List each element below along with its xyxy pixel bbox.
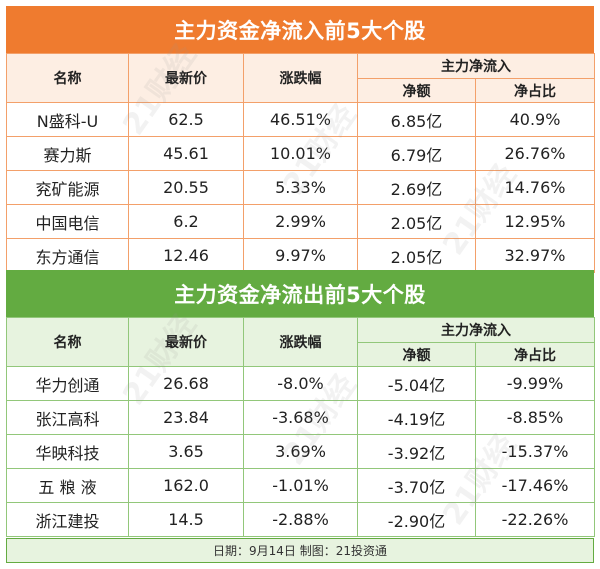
stock-change: -2.88% (243, 502, 358, 537)
stock-change: -1.01% (243, 468, 358, 503)
stock-ratio: -17.46% (475, 468, 595, 503)
stock-change: 9.97% (243, 238, 358, 273)
stock-change: 3.69% (243, 434, 358, 469)
stock-name: 五 粮 液 (6, 468, 129, 503)
table-row: N盛科-U 62.5 46.51% 6.85亿 40.9% (6, 102, 595, 137)
inflow-title: 主力资金净流入前5大个股 (6, 6, 594, 53)
outflow-title: 主力资金净流出前5大个股 (6, 270, 594, 317)
stock-name: 张江高科 (6, 400, 129, 435)
stock-ratio: -22.26% (475, 502, 595, 537)
stock-price: 162.0 (128, 468, 244, 503)
stock-name: 浙江建投 (6, 502, 129, 537)
outflow-table: 名称 最新价 涨跌幅 主力净流入 净额 净占比 华力创通 26.68 -8.0%… (6, 317, 595, 537)
stock-net: -3.92亿 (357, 434, 476, 469)
table-row: 兖矿能源 20.55 5.33% 2.69亿 14.76% (6, 170, 595, 205)
stock-net: -4.19亿 (357, 400, 476, 435)
stock-ratio: 40.9% (475, 102, 595, 137)
header-name: 名称 (6, 53, 129, 103)
stock-net: 2.69亿 (357, 170, 476, 205)
stock-price: 23.84 (128, 400, 244, 435)
stock-net: 2.05亿 (357, 204, 476, 239)
header-group: 主力净流入 (357, 317, 595, 343)
header-group: 主力净流入 (357, 53, 595, 79)
stock-change: 10.01% (243, 136, 358, 171)
fund-flow-infographic: 主力资金净流入前5大个股 名称 最新价 涨跌幅 主力净流入 净额 净占比 N盛科… (6, 6, 595, 563)
stock-name: 中国电信 (6, 204, 129, 239)
stock-ratio: -8.85% (475, 400, 595, 435)
header-name: 名称 (6, 317, 129, 367)
header-change: 涨跌幅 (243, 53, 358, 103)
table-row: 华映科技 3.65 3.69% -3.92亿 -15.37% (6, 434, 595, 469)
footer-caption: 日期：9月14日 制图：21投资通 (6, 538, 594, 563)
stock-net: 6.79亿 (357, 136, 476, 171)
header-net: 净额 (357, 78, 476, 103)
stock-ratio: 32.97% (475, 238, 595, 273)
header-ratio: 净占比 (475, 78, 595, 103)
table-row: 东方通信 12.46 9.97% 2.05亿 32.97% (6, 238, 595, 273)
stock-name: N盛科-U (6, 102, 129, 137)
stock-net: 2.05亿 (357, 238, 476, 273)
stock-net: -5.04亿 (357, 366, 476, 401)
header-ratio: 净占比 (475, 342, 595, 367)
stock-price: 20.55 (128, 170, 244, 205)
stock-price: 6.2 (128, 204, 244, 239)
table-row: 华力创通 26.68 -8.0% -5.04亿 -9.99% (6, 366, 595, 401)
stock-change: 5.33% (243, 170, 358, 205)
header-change: 涨跌幅 (243, 317, 358, 367)
stock-name: 赛力斯 (6, 136, 129, 171)
stock-price: 26.68 (128, 366, 244, 401)
header-net: 净额 (357, 342, 476, 367)
header-price: 最新价 (128, 53, 244, 103)
stock-name: 华映科技 (6, 434, 129, 469)
stock-ratio: 12.95% (475, 204, 595, 239)
stock-ratio: 14.76% (475, 170, 595, 205)
stock-price: 12.46 (128, 238, 244, 273)
stock-change: 2.99% (243, 204, 358, 239)
stock-ratio: -9.99% (475, 366, 595, 401)
stock-change: -3.68% (243, 400, 358, 435)
stock-name: 东方通信 (6, 238, 129, 273)
table-row: 浙江建投 14.5 -2.88% -2.90亿 -22.26% (6, 502, 595, 537)
header-price: 最新价 (128, 317, 244, 367)
stock-price: 62.5 (128, 102, 244, 137)
table-row: 张江高科 23.84 -3.68% -4.19亿 -8.85% (6, 400, 595, 435)
table-row: 中国电信 6.2 2.99% 2.05亿 12.95% (6, 204, 595, 239)
inflow-table: 名称 最新价 涨跌幅 主力净流入 净额 净占比 N盛科-U 62.5 46.51… (6, 53, 595, 273)
table-row: 五 粮 液 162.0 -1.01% -3.70亿 -17.46% (6, 468, 595, 503)
stock-ratio: -15.37% (475, 434, 595, 469)
stock-price: 45.61 (128, 136, 244, 171)
stock-net: 6.85亿 (357, 102, 476, 137)
stock-name: 华力创通 (6, 366, 129, 401)
stock-price: 14.5 (128, 502, 244, 537)
stock-change: 46.51% (243, 102, 358, 137)
stock-price: 3.65 (128, 434, 244, 469)
stock-name: 兖矿能源 (6, 170, 129, 205)
stock-change: -8.0% (243, 366, 358, 401)
table-row: 赛力斯 45.61 10.01% 6.79亿 26.76% (6, 136, 595, 171)
stock-net: -2.90亿 (357, 502, 476, 537)
stock-ratio: 26.76% (475, 136, 595, 171)
stock-net: -3.70亿 (357, 468, 476, 503)
